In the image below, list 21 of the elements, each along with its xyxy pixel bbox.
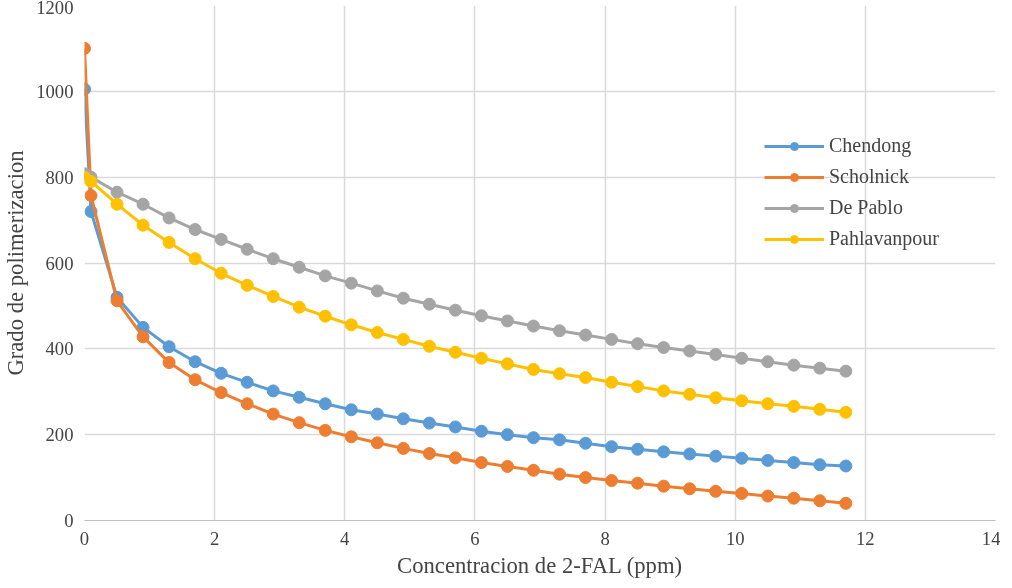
- y-tick-label: 1200: [36, 0, 74, 18]
- x-tick-label: 2: [209, 527, 220, 549]
- y-tick-label: 0: [64, 510, 74, 531]
- x-tick-label: 6: [470, 527, 480, 549]
- x-tick-label: 4: [340, 527, 351, 549]
- legend-label: Chendong: [829, 134, 912, 157]
- y-tick-label: 600: [45, 252, 74, 274]
- x-axis-title: Concentracion de 2-FAL (ppm): [397, 552, 683, 578]
- y-tick-label: 800: [45, 166, 74, 188]
- x-tick-label: 10: [725, 527, 745, 549]
- legend-label: De Pablo: [829, 196, 903, 219]
- x-tick-label: 8: [600, 527, 610, 549]
- y-tick-label: 200: [45, 424, 74, 446]
- x-tick-label: 12: [856, 527, 875, 549]
- y-axis-title: Grado de polimerizacion: [3, 150, 29, 376]
- y-tick-label: 400: [45, 338, 74, 360]
- x-tick-label: 14: [981, 527, 1002, 549]
- legend-label: Pahlavanpour: [829, 227, 939, 250]
- legend-label: Scholnick: [829, 165, 909, 188]
- x-tick-label: 0: [79, 527, 90, 549]
- y-tick-label: 1000: [36, 80, 74, 102]
